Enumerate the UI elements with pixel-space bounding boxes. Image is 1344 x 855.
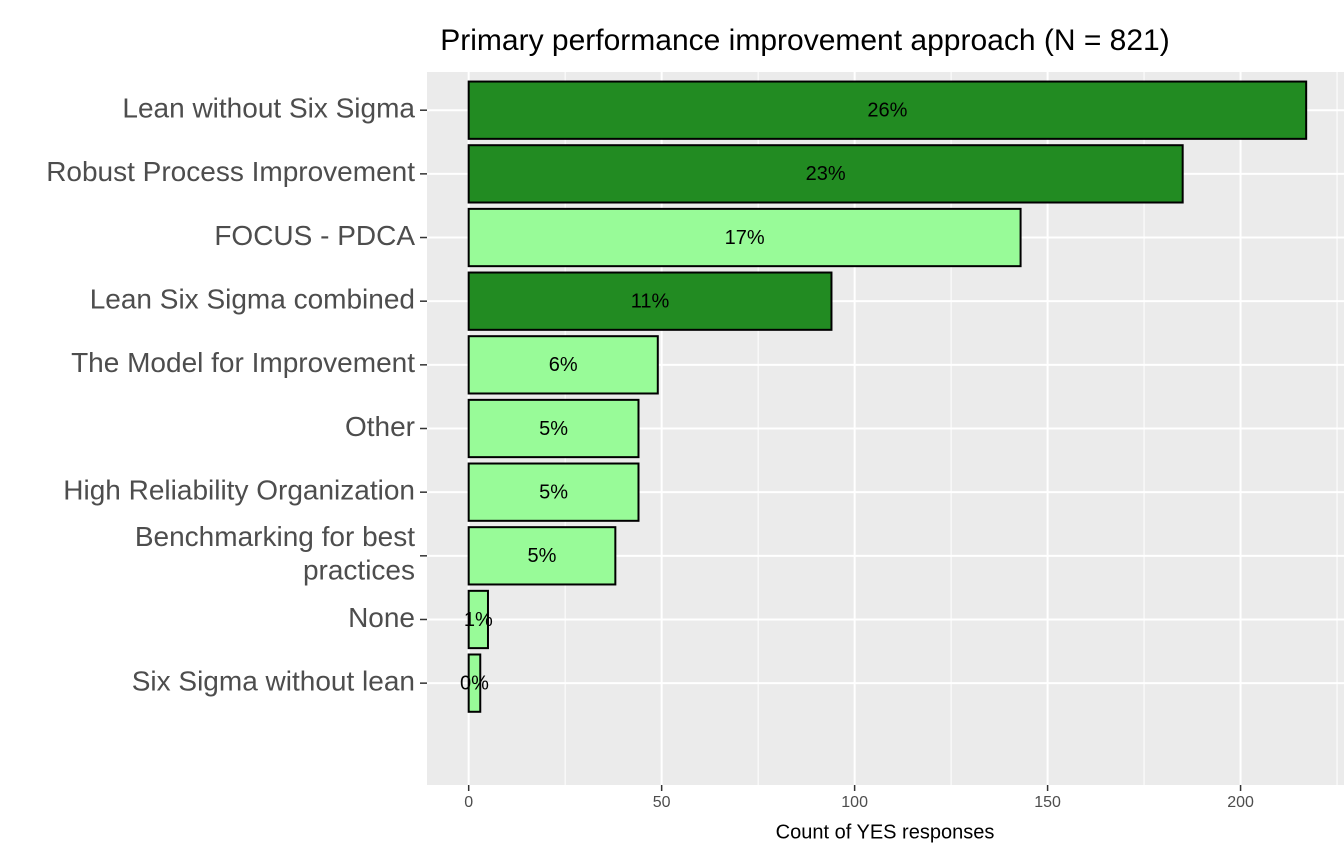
data-label: 5% <box>539 481 568 503</box>
data-label: 11% <box>631 290 670 312</box>
x-tick-label: 50 <box>653 794 671 811</box>
y-tick-label: FOCUS - PDCA <box>214 220 415 251</box>
data-label: 5% <box>539 418 568 440</box>
x-tick-label: 150 <box>1034 794 1061 811</box>
y-tick-label: Other <box>345 411 415 442</box>
data-label: 6% <box>549 354 578 376</box>
bar <box>467 589 489 650</box>
y-tick-label: Lean Six Sigma combined <box>90 284 415 315</box>
bar <box>467 207 1022 268</box>
bar <box>467 335 659 395</box>
y-tick-label: Robust Process Improvement <box>46 156 415 187</box>
y-tick-label: The Model for Improvement <box>71 347 415 378</box>
y-tick-label: High Reliability Organization <box>63 475 415 506</box>
data-label: 5% <box>528 545 557 567</box>
data-label: 1% <box>464 609 493 631</box>
x-tick-label: 200 <box>1227 794 1254 811</box>
x-axis-label: Count of YES responses <box>776 821 995 843</box>
y-tick-label: Benchmarking for best practices <box>135 521 415 586</box>
bar <box>467 398 640 459</box>
bar <box>467 144 1184 204</box>
y-tick-label: Six Sigma without lean <box>132 666 415 697</box>
bar <box>467 80 1308 140</box>
chart-title: Primary performance improvement approach… <box>440 24 1169 57</box>
y-tick-label: None <box>348 602 415 633</box>
bar <box>467 462 640 522</box>
bar <box>467 271 833 331</box>
bar <box>467 526 617 586</box>
x-tick-label: 100 <box>841 794 868 811</box>
data-label: 23% <box>806 163 846 185</box>
data-label: 26% <box>867 99 907 121</box>
x-tick-label: 0 <box>464 794 473 811</box>
bar <box>467 653 482 713</box>
data-label: 17% <box>725 227 765 249</box>
y-tick-label: Lean without Six Sigma <box>122 93 415 124</box>
data-label: 0% <box>460 672 489 694</box>
